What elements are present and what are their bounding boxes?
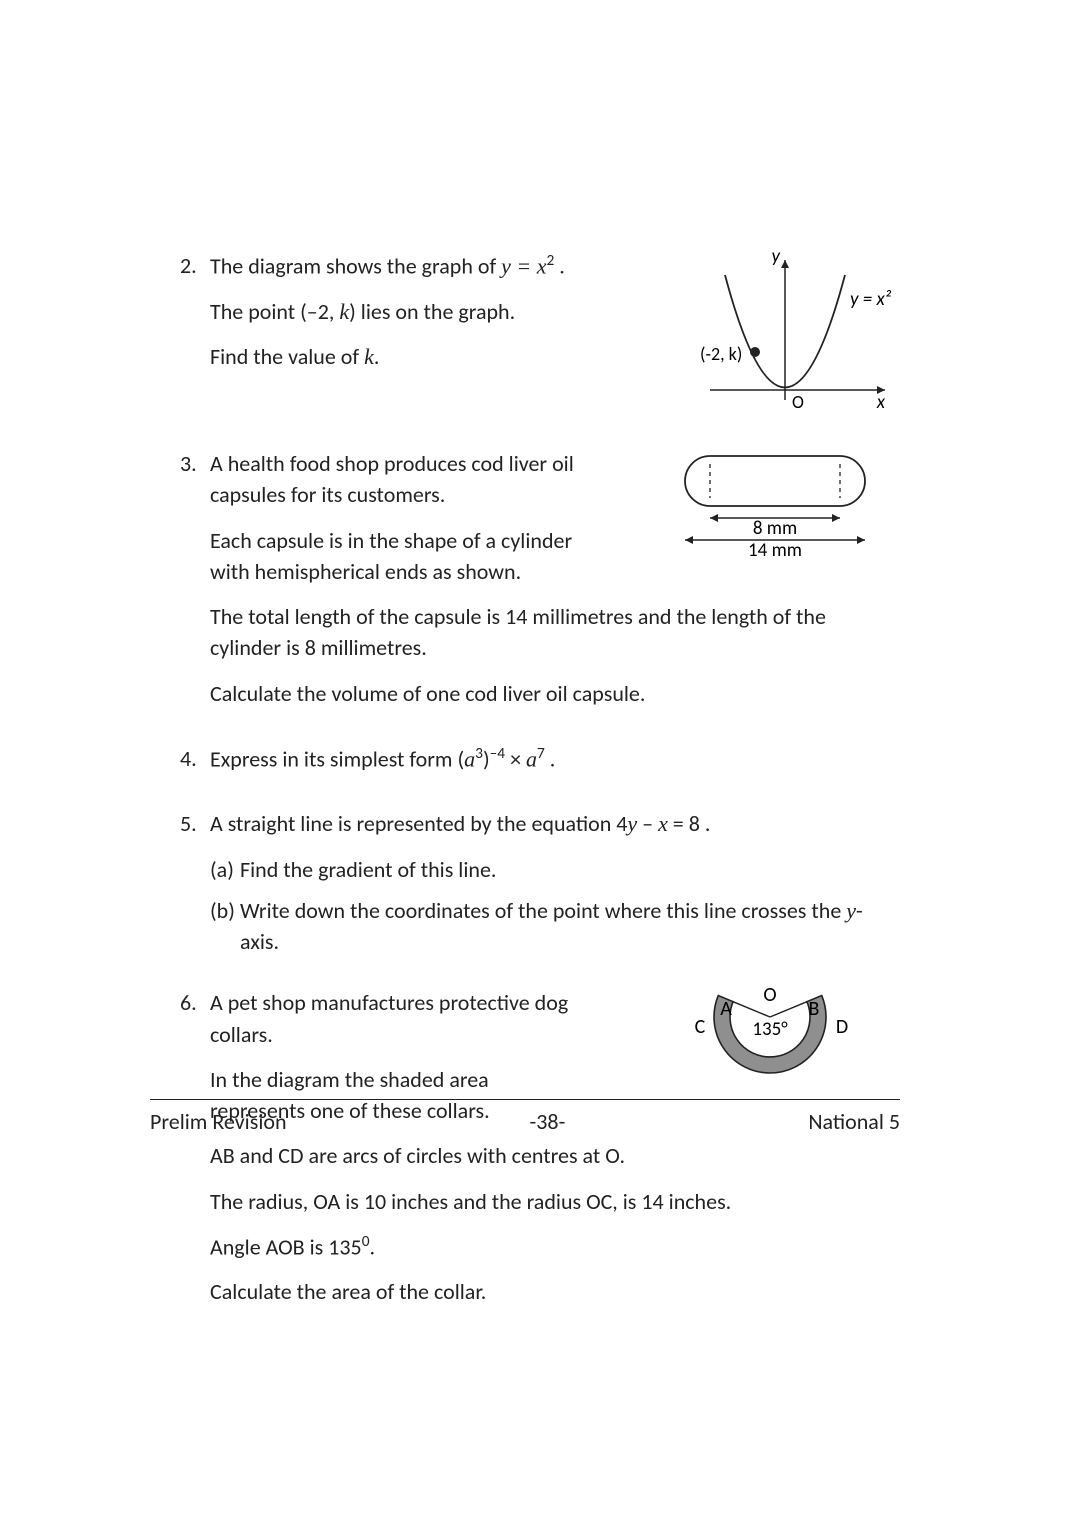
q3-figure: 8 mm 14 mm	[650, 446, 900, 564]
q4-line1: Express in its simplest form (a3)–4 × a7…	[210, 743, 900, 775]
footer-left: Prelim Revision	[150, 1106, 287, 1137]
q6-number: 6.	[180, 987, 210, 1321]
footer-center: -38-	[530, 1106, 566, 1137]
q3-body: 8 mm 14 mm A health food shop produces c…	[210, 448, 900, 723]
q2-curve-label: y = x²	[850, 288, 892, 311]
q2-number: 2.	[180, 250, 210, 428]
q2-origin-label: O	[792, 391, 804, 413]
q5-line1: A straight line is represented by the eq…	[210, 808, 900, 839]
q6-line4: The radius, OA is 10 inches and the radi…	[210, 1186, 900, 1217]
q6-line1: A pet shop manufactures protective dog c…	[210, 987, 570, 1049]
q4-body: Express in its simplest form (a3)–4 × a7…	[210, 743, 900, 789]
page-footer: Prelim Revision -38- National 5	[150, 1099, 900, 1137]
q5a-label: (a)	[210, 854, 240, 885]
q6-label-C: C	[695, 1015, 706, 1039]
q6-angle-label: 135°	[752, 1018, 788, 1041]
q6-body: O A B C D 135° A pet shop manufactures p…	[210, 987, 900, 1321]
q5b: (b) Write down the coordinates of the po…	[210, 895, 900, 957]
q2-y-axis-label: y	[772, 250, 781, 268]
q3-outer-dim: 14 mm	[748, 539, 802, 556]
page: 2. y x y = x² (-2, k) O	[0, 0, 1080, 1527]
q3-inner-dim: 8 mm	[753, 517, 797, 540]
q6-line6: Calculate the area of the collar.	[210, 1276, 900, 1307]
question-2: 2. y x y = x² (-2, k) O	[180, 250, 900, 428]
question-5: 5. A straight line is represented by the…	[180, 808, 900, 967]
q3-line4: Calculate the volume of one cod liver oi…	[210, 678, 900, 709]
q3-line1: A health food shop produces cod liver oi…	[210, 448, 610, 510]
q5-number: 5.	[180, 808, 210, 967]
q5b-text: Write down the coordinates of the point …	[240, 895, 900, 957]
footer-right: National 5	[808, 1106, 900, 1137]
q3-number: 3.	[180, 448, 210, 723]
q6-label-O: O	[763, 987, 776, 1007]
q6-line5: Angle AOB is 1350.	[210, 1231, 900, 1263]
q5a: (a)Find the gradient of this line.	[210, 854, 900, 885]
question-6: 6. O A B C D 135° A pet shop manufacture…	[180, 987, 900, 1321]
q2-body: y x y = x² (-2, k) O The diagram shows t…	[210, 250, 900, 428]
question-4: 4. Express in its simplest form (a3)–4 ×…	[180, 743, 900, 789]
q3-line3: The total length of the capsule is 14 mi…	[210, 601, 900, 663]
q5a-text: Find the gradient of this line.	[240, 856, 496, 883]
q4-number: 4.	[180, 743, 210, 789]
q5-body: A straight line is represented by the eq…	[210, 808, 900, 967]
q6-line3: AB and CD are arcs of circles with centr…	[210, 1140, 900, 1171]
q6-label-B: B	[809, 997, 820, 1021]
question-3: 3. 8 mm 14 mm	[180, 448, 900, 723]
q2-x-axis-label: x	[876, 391, 886, 414]
q5b-label: (b)	[210, 895, 240, 957]
q6-label-D: D	[836, 1015, 848, 1039]
q3-line2: Each capsule is in the shape of a cylind…	[210, 525, 610, 587]
q6-label-A: A	[720, 997, 732, 1021]
q2-figure: y x y = x² (-2, k) O	[680, 250, 900, 428]
q2-point-label: (-2, k)	[700, 343, 742, 365]
